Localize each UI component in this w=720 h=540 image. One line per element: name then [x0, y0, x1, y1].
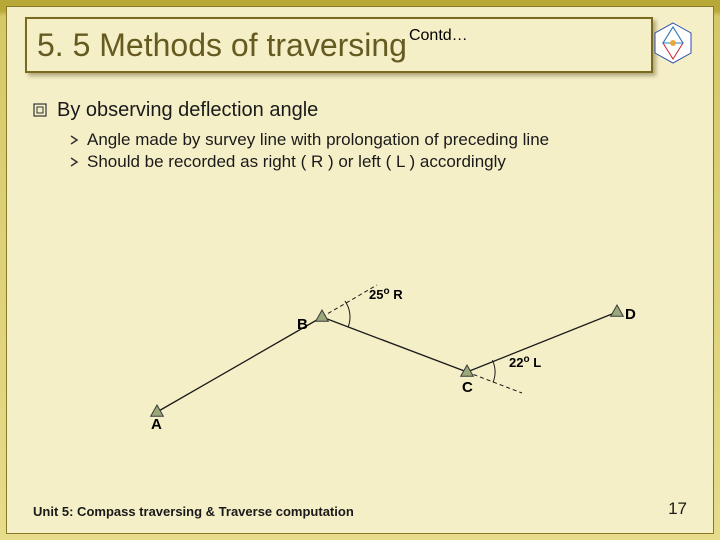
deflection-diagram: A B C D 25o R 22o L [147, 257, 647, 437]
institution-logo-icon [651, 21, 695, 65]
page-number: 17 [668, 499, 687, 519]
svg-text:A: A [151, 416, 162, 433]
list-item-text: Angle made by survey line with prolongat… [87, 130, 549, 150]
svg-text:22o L: 22o L [509, 354, 541, 370]
footer-text: Unit 5: Compass traversing & Traverse co… [33, 504, 354, 519]
list-item: Should be recorded as right ( R ) or lef… [69, 152, 687, 172]
chevron-bullet-icon [69, 157, 79, 167]
list-item-text: Should be recorded as right ( R ) or lef… [87, 152, 506, 172]
svg-text:C: C [462, 379, 473, 396]
slide-frame: 5. 5 Methods of traversing Contd… By obs… [6, 6, 714, 534]
svg-text:25o R: 25o R [369, 286, 403, 302]
contd-label: Contd… [409, 27, 468, 45]
svg-text:D: D [625, 306, 636, 323]
bullet-list: Angle made by survey line with prolongat… [69, 130, 687, 172]
heading-text: By observing deflection angle [57, 99, 318, 122]
title-box: 5. 5 Methods of traversing Contd… [25, 17, 653, 73]
heading-row: By observing deflection angle [33, 99, 687, 122]
footer: Unit 5: Compass traversing & Traverse co… [33, 499, 687, 519]
content-area: By observing deflection angle Angle made… [33, 99, 687, 174]
svg-text:B: B [297, 316, 308, 333]
slide-title: 5. 5 Methods of traversing [37, 27, 407, 64]
list-item: Angle made by survey line with prolongat… [69, 130, 687, 150]
square-bullet-icon [33, 103, 47, 117]
chevron-bullet-icon [69, 135, 79, 145]
